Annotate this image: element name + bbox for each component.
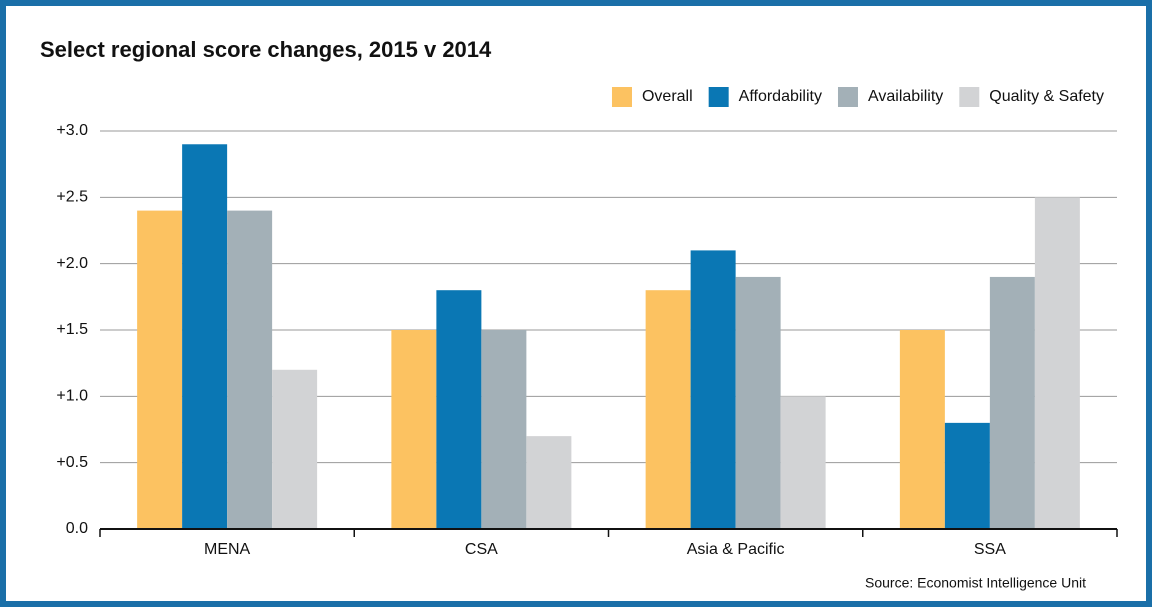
source: Source: Economist Intelligence Unit: [865, 575, 1086, 591]
x-tick-label: CSA: [465, 541, 498, 558]
legend-swatch: [959, 87, 980, 107]
bar: [735, 276, 781, 529]
x-tick-label: SSA: [974, 541, 1006, 558]
legend-swatch: [708, 87, 729, 107]
x-tick-label: Asia & Pacific: [687, 541, 785, 558]
chart-title: Select regional score changes, 2015 v 20…: [40, 37, 492, 62]
bar: [182, 144, 228, 529]
legend-label: Quality & Safety: [989, 88, 1104, 105]
x-tick-label: MENA: [204, 541, 251, 558]
bar: [391, 330, 437, 529]
y-tick-label: 0.0: [66, 520, 88, 537]
legend-swatch: [611, 87, 632, 107]
y-tick-label: +2.5: [56, 189, 88, 206]
bar: [227, 210, 273, 529]
bar: [272, 369, 318, 529]
bar: [899, 330, 945, 529]
legend-swatch: [837, 87, 858, 107]
y-tick-label: +3.0: [56, 122, 88, 139]
bar: [436, 290, 482, 529]
legend-label: Overall: [642, 88, 693, 105]
y-tick-label: +1.0: [56, 388, 88, 405]
bar: [481, 330, 527, 529]
y-tick-label: +2.0: [56, 255, 88, 272]
bar: [137, 210, 183, 529]
y-tick-label: +1.5: [56, 321, 88, 338]
bar: [526, 436, 572, 529]
y-tick-label: +0.5: [56, 454, 88, 471]
bar: [989, 276, 1035, 529]
bar: [645, 290, 691, 529]
legend-label: Availability: [868, 88, 943, 105]
bar: [780, 396, 826, 529]
bar: [944, 422, 990, 529]
legend-label: Affordability: [739, 88, 822, 105]
bar: [1034, 197, 1080, 530]
bar: [690, 250, 736, 529]
